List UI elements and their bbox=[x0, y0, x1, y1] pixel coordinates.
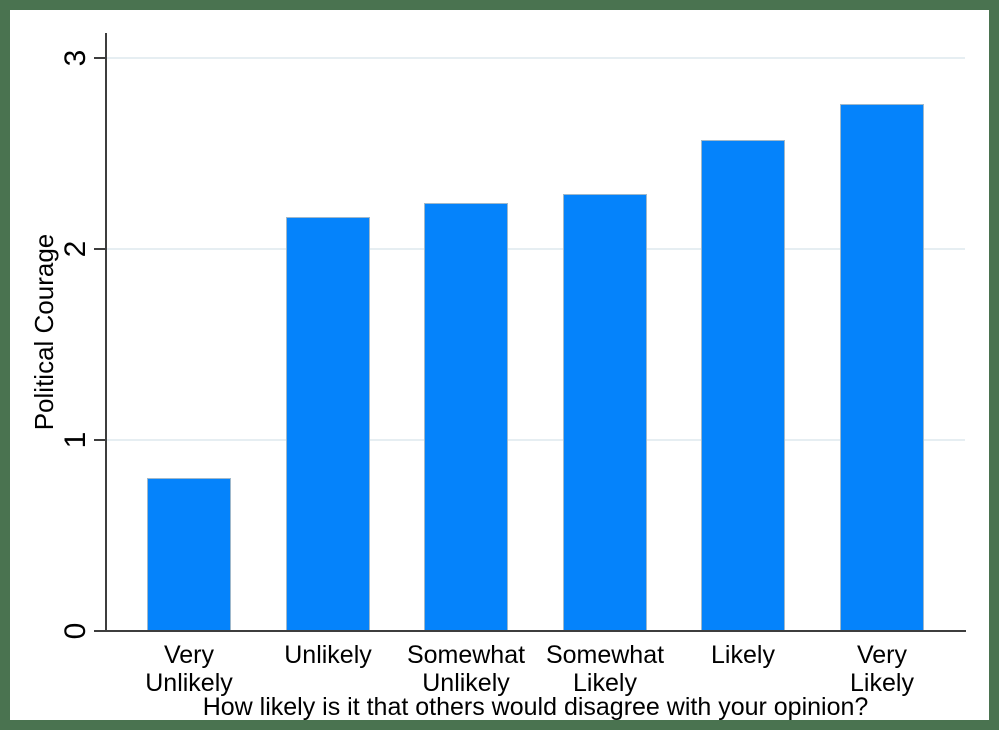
y-tick-label-1: 1 bbox=[59, 431, 92, 449]
x-category-label-1: Very Unlikely bbox=[145, 641, 233, 697]
gridline-y2 bbox=[107, 248, 965, 250]
bar-4 bbox=[563, 194, 647, 631]
x-axis-line bbox=[105, 630, 966, 632]
y-tick-2 bbox=[94, 248, 105, 250]
y-axis-line bbox=[105, 33, 107, 632]
x-category-label-3: Somewhat Unlikely bbox=[406, 641, 526, 697]
y-tick-label-3: 3 bbox=[59, 49, 92, 67]
y-tick-label-2: 2 bbox=[59, 240, 92, 258]
y-tick-3 bbox=[94, 57, 105, 59]
x-category-label-2: Unlikely bbox=[284, 641, 372, 669]
y-axis-title: Political Courage bbox=[29, 233, 59, 431]
bar-1 bbox=[147, 478, 231, 631]
gridline-y1 bbox=[107, 439, 965, 441]
x-axis-title: How likely is it that others would disag… bbox=[202, 693, 869, 721]
y-tick-0 bbox=[94, 630, 105, 632]
bar-3 bbox=[424, 203, 508, 631]
bar-6 bbox=[840, 104, 924, 631]
bar-2 bbox=[286, 217, 370, 631]
x-category-label-4: Somewhat Likely bbox=[545, 641, 665, 697]
x-category-label-6: Very Likely bbox=[850, 641, 914, 697]
y-tick-1 bbox=[94, 439, 105, 441]
y-tick-label-0: 0 bbox=[59, 622, 92, 640]
gridline-y3 bbox=[107, 57, 965, 59]
bar-5 bbox=[701, 140, 785, 631]
x-category-label-5: Likely bbox=[711, 641, 775, 669]
